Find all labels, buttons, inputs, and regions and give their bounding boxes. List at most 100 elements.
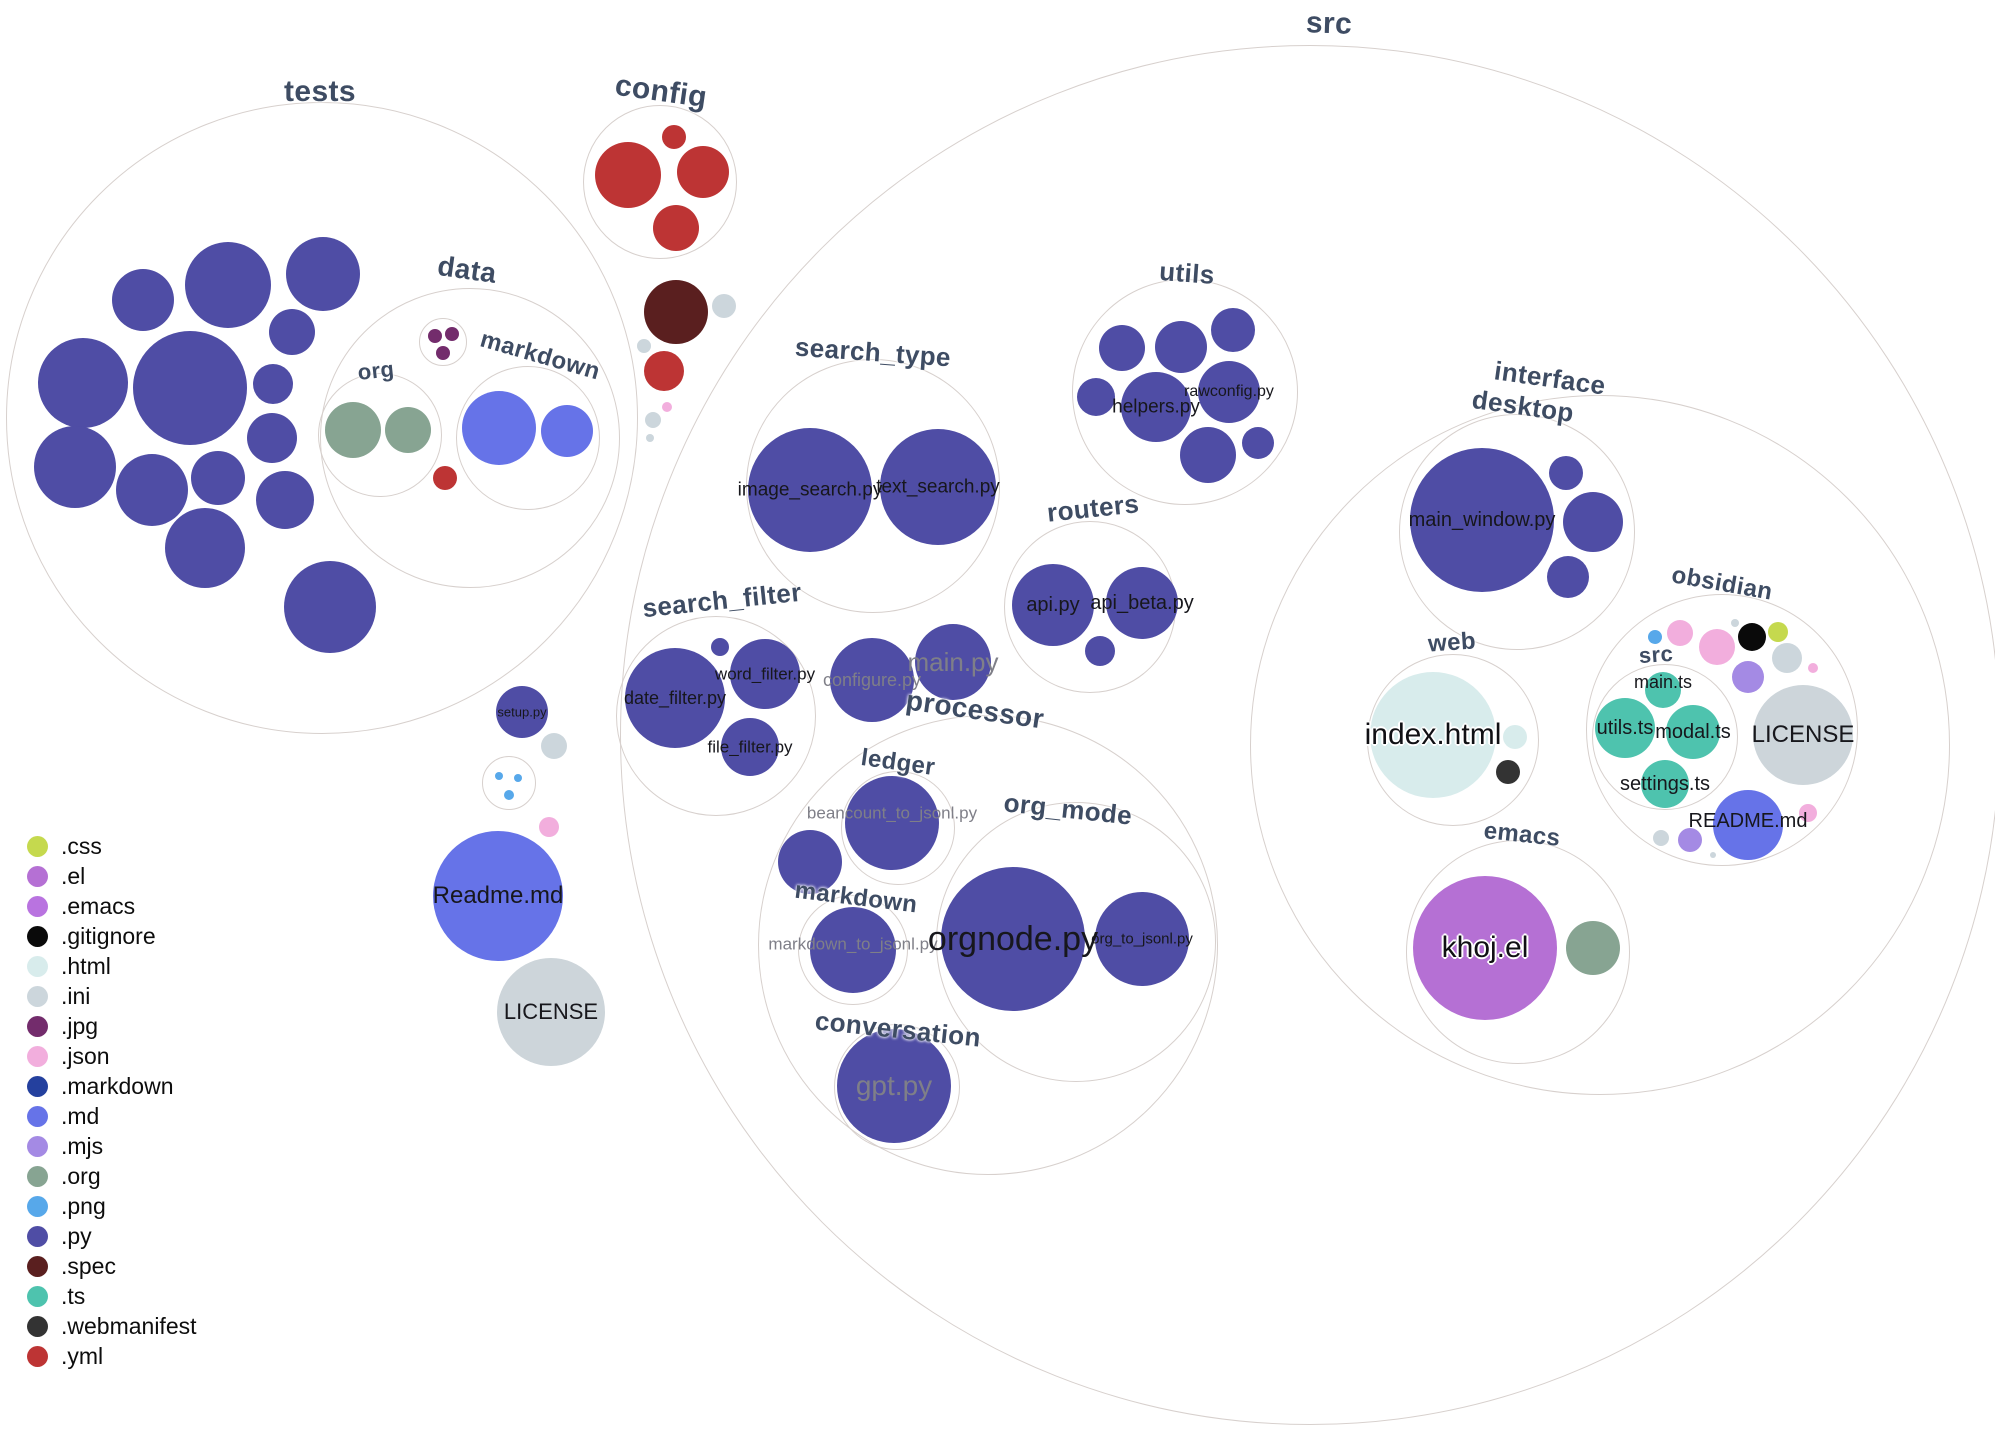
file-circle-.py[interactable]: [191, 451, 245, 505]
file-circle-main_window.py[interactable]: [1410, 448, 1554, 592]
file-circle-gpt.py[interactable]: [837, 1029, 951, 1143]
file-circle-.py[interactable]: [1099, 325, 1145, 371]
file-circle-.json[interactable]: [1667, 620, 1693, 646]
file-circle-.json[interactable]: [1699, 629, 1735, 665]
file-circle-.py[interactable]: [256, 471, 314, 529]
folder-circle-unnamed[interactable]: [419, 318, 467, 366]
folder-circle-search_filter[interactable]: [616, 616, 816, 816]
file-circle-word_filter.py[interactable]: [730, 639, 800, 709]
file-circle-date_filter.py[interactable]: [625, 648, 725, 748]
file-circle-.html[interactable]: [1503, 725, 1527, 749]
file-circle-.ini[interactable]: [712, 294, 736, 318]
file-circle-.yml[interactable]: [595, 142, 661, 208]
file-circle-.py[interactable]: [711, 638, 729, 656]
file-circle-LICENSE[interactable]: [497, 958, 605, 1066]
file-circle-index.html[interactable]: [1370, 672, 1496, 798]
folder-circle-search_type[interactable]: [746, 359, 1000, 613]
file-circle-README.md[interactable]: [1713, 790, 1783, 860]
folder-circle-conversation[interactable]: [834, 1024, 960, 1150]
folder-circle-org_mode[interactable]: [936, 802, 1216, 1082]
folder-circle-interface[interactable]: [1250, 395, 1950, 1095]
folder-circle-markdown[interactable]: [798, 895, 908, 1005]
file-circle-.json[interactable]: [1799, 804, 1817, 822]
file-circle-.jpg[interactable]: [436, 346, 450, 360]
file-circle-.ini[interactable]: [1710, 852, 1716, 858]
file-circle-.spec[interactable]: [644, 280, 708, 344]
file-circle-.py[interactable]: [253, 364, 293, 404]
file-circle-.ini[interactable]: [1731, 619, 1739, 627]
file-circle-.py[interactable]: [185, 242, 271, 328]
file-circle-.md[interactable]: [462, 391, 536, 465]
file-circle-.yml[interactable]: [677, 146, 729, 198]
folder-circle-web[interactable]: [1367, 654, 1539, 826]
file-circle-main.py[interactable]: [915, 624, 991, 700]
file-circle-.json[interactable]: [539, 817, 559, 837]
file-circle-.org[interactable]: [1566, 921, 1620, 975]
file-circle-.org[interactable]: [385, 407, 431, 453]
folder-circle-markdown[interactable]: [456, 366, 600, 510]
file-circle-.png[interactable]: [504, 790, 514, 800]
folder-circle-processor[interactable]: [758, 715, 1218, 1175]
file-circle-.py[interactable]: [286, 237, 360, 311]
file-circle-modal.ts[interactable]: [1666, 705, 1720, 759]
file-circle-.py[interactable]: [778, 830, 842, 894]
file-circle-beancount_to_jsonl.py[interactable]: [845, 776, 939, 870]
file-circle-.png[interactable]: [514, 774, 522, 782]
folder-circle-config[interactable]: [583, 105, 737, 259]
file-circle-.py[interactable]: [1211, 308, 1255, 352]
file-circle-.ini[interactable]: [637, 339, 651, 353]
file-circle-orgnode.py[interactable]: [941, 867, 1085, 1011]
file-circle-.yml[interactable]: [644, 351, 684, 391]
file-circle-Readme.md[interactable]: [433, 831, 563, 961]
file-circle-.ini[interactable]: [1772, 643, 1802, 673]
file-circle-.py[interactable]: [1085, 636, 1115, 666]
file-circle-.py[interactable]: [284, 561, 376, 653]
folder-circle-utils[interactable]: [1072, 279, 1298, 505]
file-circle-.py[interactable]: [34, 426, 116, 508]
file-circle-setup.py[interactable]: [496, 686, 548, 738]
file-circle-khoj.el[interactable]: [1413, 876, 1557, 1020]
file-circle-markdown_to_jsonl.py[interactable]: [810, 907, 896, 993]
file-circle-utils.ts[interactable]: [1595, 698, 1655, 758]
file-circle-.ini[interactable]: [645, 412, 661, 428]
file-circle-.py[interactable]: [112, 269, 174, 331]
file-circle-.py[interactable]: [1155, 321, 1207, 373]
folder-circle-unnamed[interactable]: [482, 756, 536, 810]
file-circle-.py[interactable]: [269, 309, 315, 355]
file-circle-.json[interactable]: [1808, 663, 1818, 673]
file-circle-text_search.py[interactable]: [880, 429, 996, 545]
file-circle-.py[interactable]: [1563, 492, 1623, 552]
folder-circle-ledger[interactable]: [841, 771, 955, 885]
file-circle-.ini[interactable]: [1653, 830, 1669, 846]
file-circle-.py[interactable]: [38, 338, 128, 428]
folder-circle-src[interactable]: [1592, 664, 1738, 810]
file-circle-image_search.py[interactable]: [748, 428, 872, 552]
file-circle-.py[interactable]: [116, 454, 188, 526]
file-circle-.jpg[interactable]: [428, 329, 442, 343]
file-circle-.org[interactable]: [325, 402, 381, 458]
file-circle-.py[interactable]: [247, 413, 297, 463]
file-circle-.webmanifest[interactable]: [1496, 760, 1520, 784]
folder-circle-org[interactable]: [318, 373, 442, 497]
folder-circle-obsidian[interactable]: [1586, 594, 1858, 866]
file-circle-.css[interactable]: [1768, 622, 1788, 642]
file-circle-file_filter.py[interactable]: [721, 718, 779, 776]
file-circle-.ini[interactable]: [541, 733, 567, 759]
file-circle-.py[interactable]: [165, 508, 245, 588]
file-circle-rawconfig.py[interactable]: [1198, 361, 1260, 423]
file-circle-.yml[interactable]: [433, 466, 457, 490]
file-circle-.md[interactable]: [541, 405, 593, 457]
file-circle-main.ts[interactable]: [1645, 672, 1681, 708]
folder-circle-tests[interactable]: [6, 102, 638, 734]
file-circle-.mjs[interactable]: [1678, 828, 1702, 852]
file-circle-.py[interactable]: [1547, 556, 1589, 598]
file-circle-.py[interactable]: [1180, 427, 1236, 483]
file-circle-.yml[interactable]: [662, 125, 686, 149]
file-circle-.json[interactable]: [662, 402, 672, 412]
file-circle-.png[interactable]: [495, 772, 503, 780]
file-circle-.py[interactable]: [1242, 427, 1274, 459]
file-circle-helpers.py[interactable]: [1121, 372, 1191, 442]
file-circle-.py[interactable]: [1549, 456, 1583, 490]
file-circle-.png[interactable]: [1648, 630, 1662, 644]
file-circle-.py[interactable]: [133, 331, 247, 445]
